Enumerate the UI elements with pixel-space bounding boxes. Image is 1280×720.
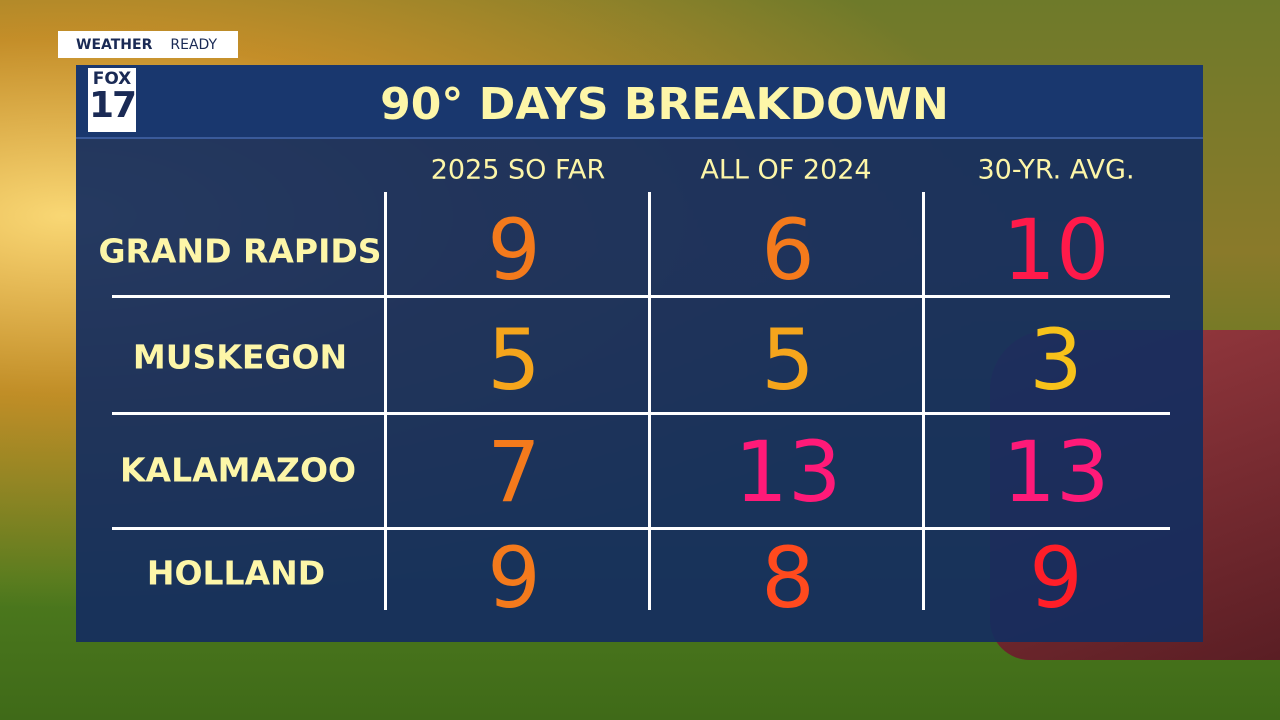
cell: 13	[734, 423, 842, 521]
cell: 9	[1029, 529, 1083, 627]
row-label: MUSKEGON	[132, 337, 348, 377]
row-label: HOLLAND	[146, 553, 326, 593]
column-header: 30-YR. AVG.	[977, 154, 1135, 186]
row-label: KALAMAZOO	[119, 450, 357, 490]
cell: 8	[761, 529, 815, 627]
cell: 13	[1002, 423, 1110, 521]
divider	[112, 412, 1170, 415]
cell: 5	[487, 311, 541, 409]
divider	[112, 527, 1170, 530]
column-header: ALL OF 2024	[700, 154, 872, 186]
cell: 10	[1002, 201, 1110, 299]
divider	[922, 192, 925, 610]
title-bar: FOX 17 90° DAYS BREAKDOWN	[76, 65, 1203, 139]
cell: 9	[487, 201, 541, 299]
cell: 6	[761, 201, 815, 299]
logo: FOX 17	[88, 68, 137, 132]
logo-bottom: 17	[88, 85, 137, 126]
weather-badge: WEATHER READY	[58, 31, 238, 58]
row-label: GRAND RAPIDS	[98, 231, 382, 271]
cell: 5	[761, 311, 815, 409]
cell: 3	[1029, 311, 1083, 409]
divider	[384, 192, 387, 610]
badge-left: WEATHER	[76, 36, 153, 53]
panel: FOX 17 90° DAYS BREAKDOWN	[76, 65, 1203, 642]
cell: 7	[487, 423, 541, 521]
column-header: 2025 SO FAR	[430, 154, 606, 186]
cell: 9	[487, 529, 541, 627]
logo-top: FOX	[92, 69, 132, 89]
divider	[648, 192, 651, 610]
divider	[112, 295, 1170, 298]
title: 90° DAYS BREAKDOWN	[380, 79, 949, 130]
badge-right: READY	[170, 36, 218, 53]
